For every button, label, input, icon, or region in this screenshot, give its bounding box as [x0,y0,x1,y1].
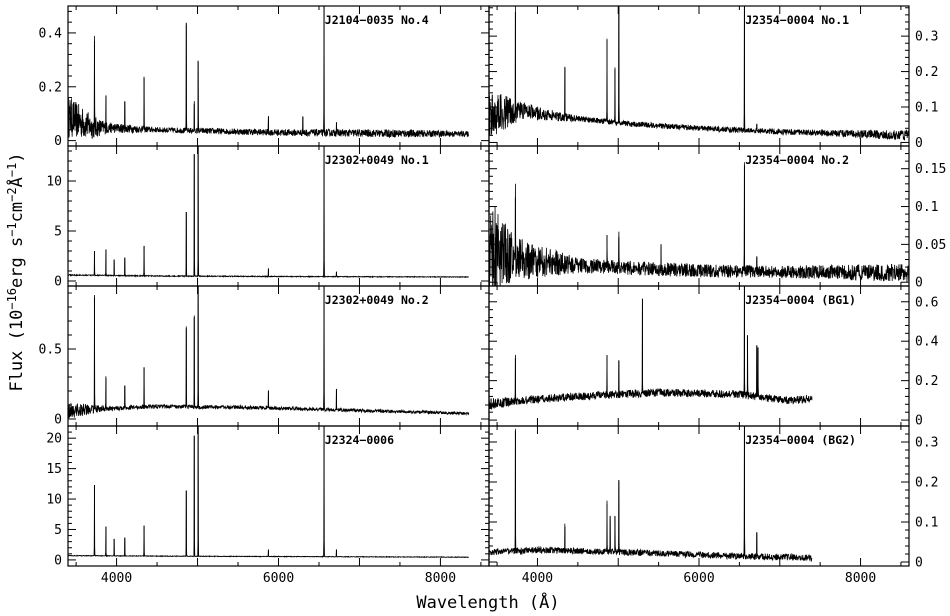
y-tick-label: 0 [54,413,62,428]
y-tick-label: 0.2 [915,65,938,80]
spectrum-panel: 0 0.1 0.2 0.3 4000 6000 8000 J2354−0004 (BG2) [488,425,938,586]
y-tick-label: 0.6 [915,295,938,310]
spectrum-panel: 0 0.05 0.1 0.15 J2354−0004 No.2 [488,145,946,291]
panel-frame [67,145,490,287]
x-tick-label: 4000 [522,571,553,586]
y-tick-label: 5 [54,225,62,240]
panel-label: J2354−0004 (BG1) [745,293,856,307]
y-tick-label: 10 [46,175,62,190]
spectrum-panel: 0 0.2 0.4 J2104−0035 No.4 [39,5,490,149]
y-tick-label: 0.15 [915,162,946,177]
spectrum-line [489,162,909,286]
panel-label: J2324−0006 [325,433,394,447]
y-axis-title-sup-1: −16 [5,288,19,310]
x-tick-label: 8000 [425,571,456,586]
y-tick-label: 0 [54,275,62,290]
panel-label: J2302+0049 No.2 [325,293,429,307]
y-tick-label: 0.2 [915,476,938,491]
y-tick-label: 0 [915,136,923,151]
spectrum-panel: 0 5 10 J2302+0049 No.1 [46,145,490,290]
y-axis-title-part-4: Å [5,177,27,187]
x-tick-label: 6000 [263,571,294,586]
y-axis-title-sup-2: −1 [5,222,19,236]
spectrum-line [489,6,909,141]
y-tick-label: 0.3 [915,30,938,45]
spectrum-panel: 0 0.5 J2302+0049 No.2 [39,285,490,428]
panel-label: J2354−0004 No.1 [745,13,849,27]
panel-label: J2354−0004 (BG2) [745,433,856,447]
y-axis-title-part-3: cm [7,202,27,222]
spectrum-panel: 0 0.2 0.4 0.6 J2354−0004 (BG1) [488,285,939,429]
y-axis-title-sup-3: −2 [5,187,19,201]
y-tick-label: 0 [54,553,62,568]
y-tick-label: 0.1 [915,101,938,116]
y-tick-label: 0 [54,134,62,149]
panel-label: J2104−0035 No.4 [325,13,429,27]
y-tick-label: 10 [46,493,62,508]
y-tick-label: 0.4 [915,335,939,350]
spectrum-panel: 0 0.1 0.2 0.3 J2354−0004 No.1 [488,5,938,151]
panel-frame [488,285,910,427]
y-tick-label: 5 [54,523,62,538]
y-axis-title: Flux (10−16erg s−1cm−2Å−1) [5,152,27,391]
y-axis-title-part-1: Flux (10 [7,310,27,392]
y-tick-label: 0 [915,414,923,429]
y-tick-label: 0.5 [39,343,62,358]
y-tick-label: 0.05 [915,238,946,253]
panel-frame [488,5,910,147]
y-tick-label: 0.1 [915,200,938,215]
spectrum-line [68,426,470,559]
y-tick-label: 15 [46,462,62,477]
spectrum-panel: 0 5 10 15 20 4000 6000 8000 J2324−0006 [46,425,490,586]
x-tick-label: 8000 [845,571,876,586]
y-tick-label: 0.2 [915,374,938,389]
panel-label: J2354−0004 No.2 [745,153,849,167]
spectra-panels: 0 0.2 0.4 J2104−0035 No.4 0 5 10 J2302+0049 No.… [39,5,946,586]
x-tick-label: 4000 [101,571,132,586]
y-tick-label: 0.3 [915,436,938,451]
y-tick-label: 20 [46,432,62,447]
y-tick-label: 0.1 [915,516,938,531]
y-axis-title-part-2: erg s [7,237,27,288]
panel-frame [67,5,490,147]
spectrum-line [68,146,469,279]
y-tick-label: 0.4 [39,26,63,41]
y-axis-title-sup-4: −1 [5,163,19,177]
y-tick-label: 0 [915,276,923,291]
panel-label: J2302+0049 No.1 [325,153,429,167]
x-tick-label: 6000 [683,571,714,586]
panel-frame [67,425,490,567]
spectrum-line [68,286,470,419]
y-axis-title-part-5: ) [7,152,27,162]
spectrum-line [489,426,813,563]
y-tick-label: 0 [915,556,923,571]
y-tick-label: 0.2 [39,80,62,95]
panel-frame [488,425,910,567]
panel-frame [67,285,490,427]
x-axis-title: Wavelength (Å) [416,591,559,613]
